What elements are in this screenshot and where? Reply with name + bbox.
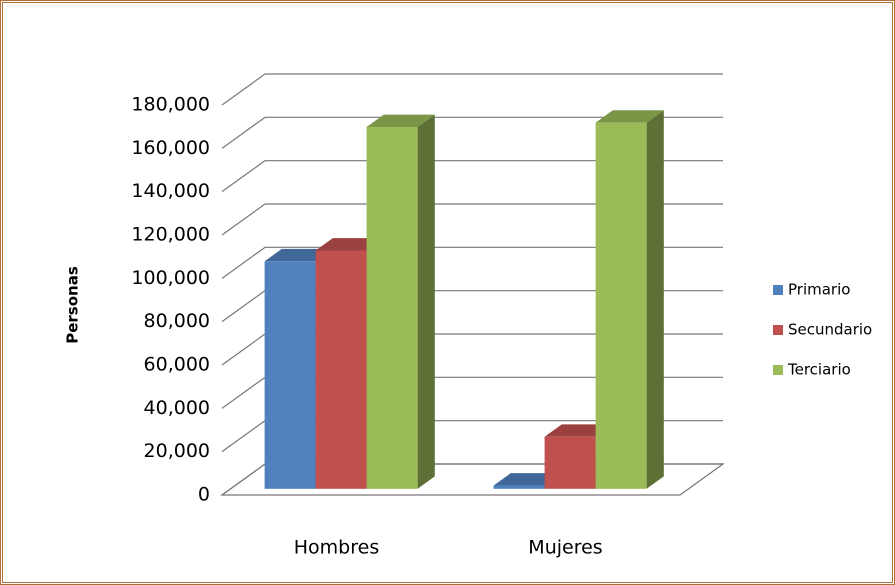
bar [366,114,435,489]
grid-line [221,203,266,236]
legend-swatch [773,365,783,375]
bar-front [493,485,545,489]
x-tick-label: Mujeres [528,537,602,559]
y-tick-label: 40,000 [144,397,210,419]
grid-line [221,376,266,409]
bar-top [366,114,435,127]
bar-front [366,126,418,489]
bar-top [595,110,664,123]
bar-front [595,122,647,489]
bar-front [264,261,316,489]
grid-line [221,246,266,279]
grid-line [221,290,266,323]
bar-side [646,110,664,489]
grid-line [221,420,266,453]
grid-line [221,116,266,149]
bar-front [544,436,596,489]
y-tick-label: 120,000 [131,224,210,246]
legend-swatch [773,285,783,295]
y-tick-label: 20,000 [144,440,210,462]
grid-line [221,463,266,496]
legend-label: Primario [788,281,850,299]
y-axis-title: Personas [64,266,82,344]
y-tick-label: 100,000 [131,267,210,289]
y-tick-label: 60,000 [144,354,210,376]
y-tick-label: 80,000 [144,310,210,332]
grid-line [221,333,266,366]
y-tick-label: 0 [198,484,210,506]
bar-front [315,250,367,489]
y-tick-label: 160,000 [131,137,210,159]
legend-label: Terciario [787,361,851,379]
grid-line [221,160,266,193]
chart: Personas 0 20,000 40,000 60,000 80,000 100,00… [64,73,872,559]
grid-line [221,73,266,106]
legend-swatch [773,325,783,335]
bar [595,110,664,489]
bar-side [417,114,435,489]
x-tick-label: Hombres [294,537,379,559]
legend-label: Secundario [788,321,872,339]
y-tick-label: 140,000 [131,180,210,202]
y-tick-label: 180,000 [131,94,210,116]
